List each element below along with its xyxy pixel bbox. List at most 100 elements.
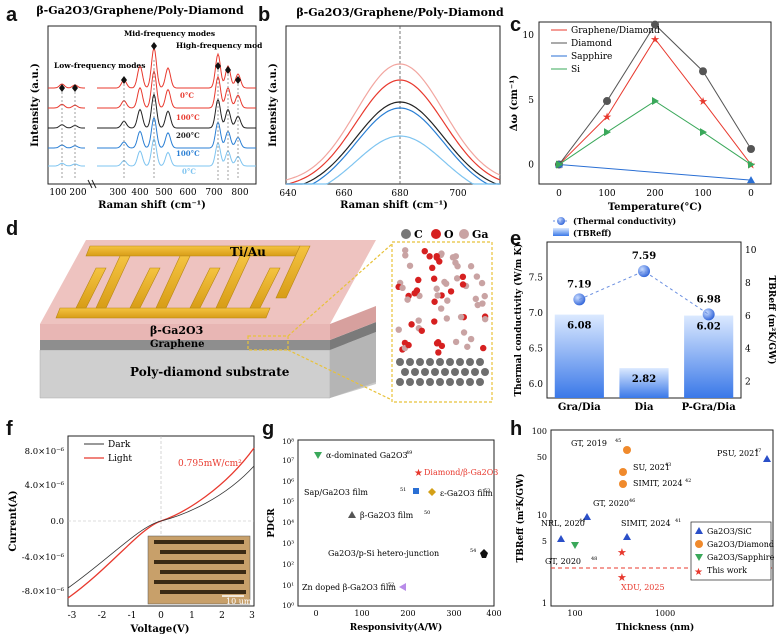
f-ylabel: Current(A) xyxy=(8,490,19,551)
c-point-1-1 xyxy=(603,97,611,106)
a-xtick-2: 300 xyxy=(109,188,126,198)
h-pt-simit2024b: SIMIT, 2024 xyxy=(621,519,671,528)
h-ref-gt2019: 45 xyxy=(615,438,621,444)
panel-a-letter: a xyxy=(6,4,18,26)
g-xtick-1: 100 xyxy=(354,609,369,618)
g-ref-eps: 53 xyxy=(484,488,490,494)
panel-b-curves xyxy=(285,63,501,185)
e-bar-1 xyxy=(619,368,669,398)
g-marker-eps xyxy=(428,488,436,496)
e-ytick-left-0: 6.0 xyxy=(529,380,544,390)
g-label-alpha: α-dominated Ga2O3 xyxy=(326,451,408,460)
g-xlabel: Responsivity(A/W) xyxy=(350,622,443,633)
e-point-label-0: 7.19 xyxy=(567,279,591,290)
h-pt-nrl: NRL, 2020 xyxy=(541,519,585,528)
h-legend-box xyxy=(690,521,772,581)
g-ytick-1: 10¹ xyxy=(282,582,294,590)
e-points: 7.19 7.59 6.98 xyxy=(567,251,721,321)
annot-high-freq: High-frequency modes xyxy=(176,41,262,50)
panel-b-title: β-Ga2O3/Graphene/Poly-Diamond xyxy=(296,6,504,19)
g-label-sap: Sap/Ga2O3 film xyxy=(304,488,368,497)
c-point-0-3: ★ xyxy=(698,95,708,108)
f-xtick-1: -2 xyxy=(98,611,107,621)
c-atom-icon xyxy=(401,229,411,239)
g-ytick-2: 10² xyxy=(282,561,294,569)
c-legend-1: Diamond xyxy=(571,39,612,49)
e-point-label-1: 7.59 xyxy=(632,251,656,262)
e-bar-label-2: 6.02 xyxy=(696,322,720,333)
g-ytick-4: 10⁴ xyxy=(282,519,294,527)
e-bar-label-1: 2.82 xyxy=(632,374,656,385)
svg-text:★: ★ xyxy=(617,571,627,584)
svg-text:★: ★ xyxy=(694,567,703,578)
a-xtick-5: 600 xyxy=(179,188,196,198)
e-point-0 xyxy=(573,293,586,306)
b-xlabel: Raman shift (cm⁻¹) xyxy=(340,200,448,211)
tbr-legend-icon xyxy=(553,228,569,236)
h-pt-gt2020b: GT, 2020 xyxy=(545,557,581,566)
g-ref-beta: 50 xyxy=(424,510,430,516)
h-ref-nrl: 44 xyxy=(579,518,585,524)
panel-f-iv-curve: Dark Light 0.795mW/cm² 10 um 8.0×10⁻⁶ 4.… xyxy=(8,435,255,635)
f-ytick-4: -8.0×10⁻⁶ xyxy=(22,587,65,597)
e-ytick-right-1: 4 xyxy=(745,345,751,355)
e-ytick-right-2: 6 xyxy=(745,312,751,322)
f-xtick-2: -1 xyxy=(128,611,137,621)
b-xtick-2: 680 xyxy=(391,189,408,199)
g-ref-sap: 51 xyxy=(400,487,406,493)
a-xtick-6: 700 xyxy=(205,188,222,198)
h-legend-0: Ga2O3/SiC xyxy=(707,527,752,536)
g-label-eps: ε-Ga2O3 film xyxy=(440,489,493,498)
e-ylabel-right: TBReff (m²K/GW) xyxy=(766,276,777,365)
c-point-3-0 xyxy=(556,160,563,169)
f-xtick-4: 1 xyxy=(189,611,195,621)
c-xtick-3: 100 xyxy=(694,189,711,199)
c-legend: Graphene/Diamond Diamond Sapphire Si xyxy=(551,26,660,75)
g-marker-psi xyxy=(480,549,488,558)
c-point-1-3 xyxy=(699,67,707,76)
h-ref-gt2020a: 46 xyxy=(629,498,635,504)
legend-tc: (Thermal conductivity) xyxy=(573,216,676,226)
g-label-beta: β-Ga2O3 film xyxy=(360,511,414,520)
a-xtick-7: 800 xyxy=(231,188,248,198)
b-xtick-1: 660 xyxy=(335,189,352,199)
e-ytick-left-3: 7.5 xyxy=(529,273,544,283)
c-xlabel: Temperature(°C) xyxy=(608,202,702,213)
f-ytick-0: 8.0×10⁻⁶ xyxy=(25,447,65,457)
panel-d-device-schematic: Ti/Au β-Ga2O3 Graphene Poly-diamond subs… xyxy=(39,228,493,403)
g-marker-beta xyxy=(348,511,356,518)
crystal-atoms xyxy=(395,247,489,386)
h-ytick-0: 1 xyxy=(542,599,547,608)
f-ytick-1: 4.0×10⁻⁶ xyxy=(25,481,65,491)
e-xtick-1: Dia xyxy=(635,402,654,413)
a-ylabel: Intensity (a.u.) xyxy=(30,63,41,147)
g-ref-zn: 52 xyxy=(388,582,394,588)
g-ytick-5: 10⁵ xyxy=(282,498,294,506)
h-pt-xdu: XDU, 2025 xyxy=(621,583,665,592)
c-xtick-1: 100 xyxy=(598,189,615,199)
g-xtick-2: 200 xyxy=(400,609,415,618)
e-ytick-right-4: 10 xyxy=(745,246,757,256)
a-xtick-1: 200 xyxy=(69,188,86,198)
g-ytick-8: 10⁸ xyxy=(282,438,294,446)
h-ytick-2: 10 xyxy=(537,511,547,520)
c-point-1-2 xyxy=(651,20,659,29)
panel-b-letter: b xyxy=(258,4,271,26)
e-bar-2 xyxy=(684,315,734,398)
e-ytick-left-1: 6.5 xyxy=(529,344,544,354)
g-label-psi: Ga2O3/p-Si hetero-junction xyxy=(328,549,439,558)
c-point-3-4 xyxy=(748,160,755,169)
g-ytick-3: 10³ xyxy=(282,540,294,548)
c-ylabel: Δω (cm⁻¹) xyxy=(509,75,520,132)
label-ga2o3: β-Ga2O3 xyxy=(150,324,203,337)
e-ylabel-left: Thermal conductivity (W/m K) xyxy=(513,243,524,396)
e-xtick-2: P-Gra/Dia xyxy=(682,402,737,413)
temp-label-3: 200°C xyxy=(176,131,200,140)
h-legend-1: Ga2O3/Diamond xyxy=(707,540,774,549)
annot-mid-freq: Mid-frequency modes xyxy=(124,29,215,38)
h-ref-gt2020b: 48 xyxy=(591,556,597,562)
e-point-1 xyxy=(638,265,650,278)
label-graphene: Graphene xyxy=(150,339,205,350)
f-ytick-3: -4.0×10⁻⁶ xyxy=(22,553,65,563)
legend-dark: Dark xyxy=(108,440,131,450)
